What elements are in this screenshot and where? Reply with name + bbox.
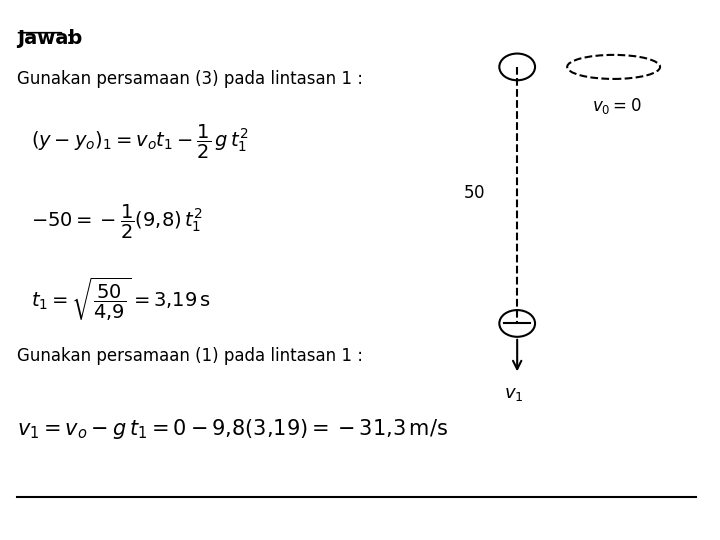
Text: $v_1$: $v_1$	[504, 385, 523, 403]
Text: Gunakan persamaan (3) pada lintasan 1 :: Gunakan persamaan (3) pada lintasan 1 :	[17, 70, 363, 87]
Text: $t_1 = \sqrt{\dfrac{50}{4{,}9}} = 3{,}19\,\mathrm{s}$: $t_1 = \sqrt{\dfrac{50}{4{,}9}} = 3{,}19…	[32, 275, 212, 323]
Text: $\left(y - y_o\right)_1 = v_o t_1 - \dfrac{1}{2}\,g\,t_1^2$: $\left(y - y_o\right)_1 = v_o t_1 - \dfr…	[32, 123, 249, 161]
Text: $v_0 = 0$: $v_0 = 0$	[592, 96, 642, 116]
Text: Jawab: Jawab	[17, 30, 82, 49]
Text: Gunakan persamaan (1) pada lintasan 1 :: Gunakan persamaan (1) pada lintasan 1 :	[17, 348, 363, 366]
Text: :: :	[66, 30, 72, 49]
Text: $v_1 = v_o - g\,t_1 = 0 - 9{,}8(3{,}19) = -31{,}3\,\mathrm{m/s}$: $v_1 = v_o - g\,t_1 = 0 - 9{,}8(3{,}19) …	[17, 417, 448, 441]
Text: $-50 = -\dfrac{1}{2}(9{,}8)\,t_1^2$: $-50 = -\dfrac{1}{2}(9{,}8)\,t_1^2$	[32, 203, 203, 241]
Text: $50$: $50$	[463, 184, 485, 201]
